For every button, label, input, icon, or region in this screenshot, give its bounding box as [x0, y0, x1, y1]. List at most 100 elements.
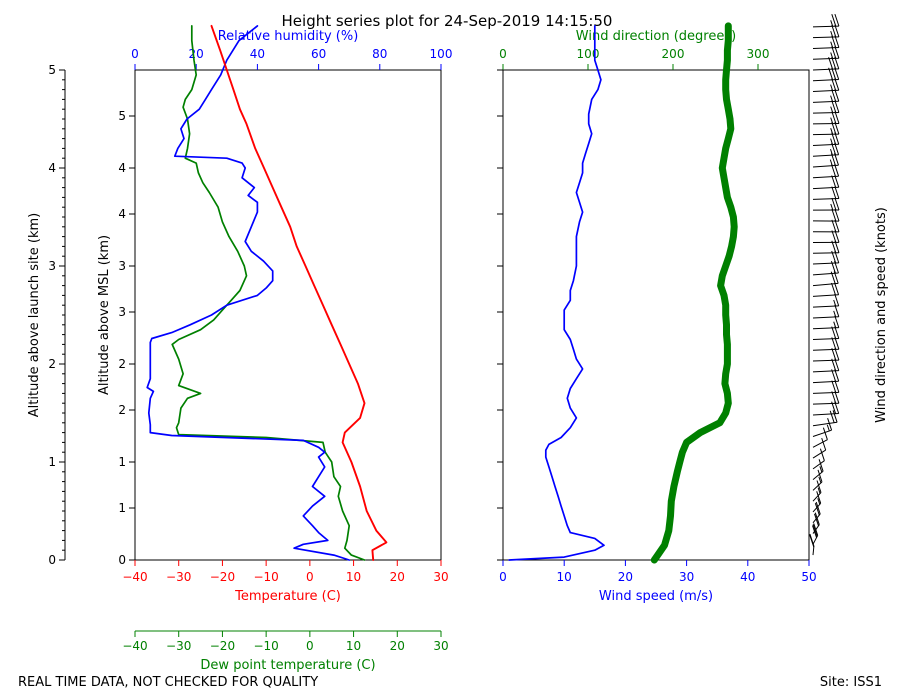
- wind-barb-flag: [834, 164, 840, 177]
- wind-barb-staff: [812, 198, 839, 200]
- msl-alt-tick-label: 1: [118, 501, 126, 515]
- wind-direction-tick-label: 100: [577, 47, 600, 61]
- wind-barb-flag: [815, 501, 821, 515]
- rh-tick-label: 100: [430, 47, 453, 61]
- wind-barbs-label: Wind direction and speed (knots): [874, 207, 889, 423]
- wind-barb-half-flag: [830, 20, 834, 27]
- wind-speed-tick-label: 50: [801, 570, 816, 584]
- wind-barb-staff: [812, 282, 839, 287]
- wind-barb-flag: [834, 24, 840, 38]
- wind-barb-flag: [822, 427, 828, 440]
- wind-barb-flag: [834, 46, 840, 59]
- wind-barb-flag: [834, 100, 840, 113]
- wind-barb-half-flag: [818, 476, 822, 484]
- wind-barb-flag: [831, 391, 837, 404]
- wind-barb-half-flag: [830, 95, 834, 102]
- wind-barb-staff: [812, 294, 839, 297]
- wind-barb-staff: [812, 305, 839, 308]
- relative-humidity-axis: 0 20 40 60 80 100: [131, 47, 452, 70]
- temperature-tick-label: −40: [122, 570, 147, 584]
- wind-barb-staff: [812, 439, 828, 448]
- wind-barb-flag: [814, 502, 820, 516]
- wind-barb-staff: [812, 513, 821, 524]
- wind-barb-flag: [831, 164, 836, 177]
- wind-barb-flag: [834, 391, 840, 404]
- dewpoint-tick-label: −10: [253, 639, 278, 653]
- temperature-line: [210, 24, 388, 561]
- wind-barb-staff: [812, 535, 819, 545]
- temperature-tick-label: −10: [253, 570, 278, 584]
- wind-barb-flag: [819, 448, 825, 461]
- wind-barb-half-flag: [830, 203, 834, 211]
- msl-alt-tick-label: 4: [118, 207, 126, 221]
- wind-barb-staff: [812, 79, 839, 82]
- wind-barb-flag: [831, 89, 837, 102]
- wind-barb-flag: [814, 513, 819, 526]
- wind-barb-flag: [834, 230, 840, 243]
- wind-barb-staff: [812, 348, 839, 351]
- wind-barb-flag: [816, 480, 822, 493]
- wind-barb-flag: [831, 348, 837, 361]
- wind-barb-staff: [812, 133, 839, 136]
- msl-alt-tick-label: 3: [118, 305, 126, 319]
- wind-barb-half-flag: [830, 117, 834, 124]
- wind-barb-flag: [817, 469, 823, 483]
- dewpoint-tick-label: 20: [390, 639, 405, 653]
- wind-barb-half-flag: [830, 30, 834, 38]
- wind-barb-staff: [812, 413, 839, 416]
- wind-barb-flag: [831, 100, 837, 113]
- temperature-axis-label: Temperature (C): [234, 589, 341, 604]
- wind-barb-staff: [812, 164, 839, 168]
- wind-barb-staff: [812, 421, 838, 427]
- wind-barb-flag: [831, 35, 837, 48]
- wind-barb-staff: [812, 272, 839, 276]
- relative-humidity-line: [146, 25, 351, 561]
- wind-barb-flag: [831, 46, 837, 59]
- wind-barb-staff: [812, 359, 839, 362]
- wind-direction-line: [650, 22, 738, 564]
- wind-barb-flag: [831, 282, 836, 296]
- dewpoint-tick-label: −40: [122, 639, 147, 653]
- dewpoint-axis-label: Dew point temperature (C): [200, 658, 375, 673]
- dewpoint-tick-label: 10: [346, 639, 361, 653]
- launch-alt-tick-label: 4: [48, 161, 56, 175]
- wind-barb-flag: [834, 111, 840, 124]
- wind-barb-flag: [834, 35, 840, 48]
- wind-barb-half-flag: [826, 424, 830, 432]
- wind-barb-flag: [809, 534, 815, 548]
- wind-barb-flag: [816, 491, 822, 504]
- wind-barb-flag: [818, 459, 824, 472]
- wind-barb-flag: [831, 111, 837, 124]
- wind-barb-half-flag: [817, 487, 821, 494]
- msl-alt-tick-label: 0: [118, 553, 126, 567]
- wind-speed-tick-label: 20: [618, 570, 633, 584]
- wind-barb-flag: [831, 78, 837, 91]
- wind-barb-flag: [821, 437, 827, 451]
- msl-alt-tick-label: 1: [118, 455, 126, 469]
- wind-direction-tick-label: 200: [662, 47, 685, 61]
- temperature-tick-label: 0: [306, 570, 314, 584]
- wind-direction-axis-label: Wind direction (degrees): [576, 29, 736, 44]
- dewpoint-axis: −40 −30 −20 −10 0 10 20 30: [122, 631, 449, 653]
- wind-barb-staff: [812, 545, 815, 556]
- wind-barbs: [809, 13, 840, 556]
- wind-barb-staff: [812, 47, 839, 49]
- msl-alt-tick-label: 3: [118, 259, 126, 273]
- rh-tick-label: 80: [372, 47, 387, 61]
- wind-barb-flag: [831, 24, 837, 38]
- wind-barb-half-flag: [833, 310, 837, 318]
- temperature-tick-label: −30: [166, 570, 191, 584]
- dewpoint-tick-label: −30: [166, 639, 191, 653]
- rh-tick-label: 60: [311, 47, 326, 61]
- wind-barb-flag: [834, 175, 840, 188]
- wind-barb-flag: [828, 57, 834, 70]
- wind-series: [508, 22, 738, 564]
- wind-speed-axis: 0 10 20 30 40 50: [499, 560, 817, 584]
- temperature-tick-label: −20: [210, 570, 235, 584]
- wind-barb-flag: [827, 418, 833, 431]
- wind-barb-flag: [834, 186, 840, 199]
- wind-direction-tick-label: 0: [499, 47, 507, 61]
- wind-barb-flag: [831, 326, 837, 339]
- wind-barb-staff: [812, 380, 839, 384]
- wind-barb-flag: [834, 337, 840, 350]
